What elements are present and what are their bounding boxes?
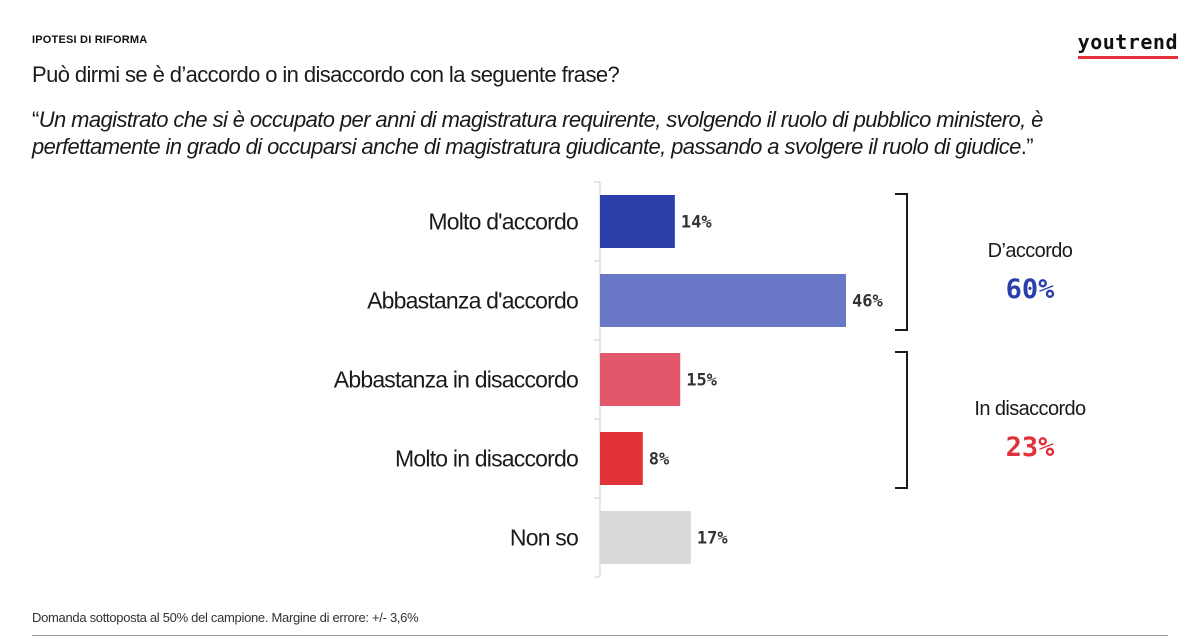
category-label: Abbastanza d'accordo <box>367 288 578 314</box>
group-total: 60% <box>1006 274 1056 305</box>
youtrend-logo: youtrend <box>1077 30 1178 59</box>
quote-close-mark: .” <box>1020 134 1034 159</box>
category-label: Abbastanza in disaccordo <box>334 367 578 393</box>
value-label: 17% <box>697 529 728 549</box>
bar <box>600 195 675 248</box>
section-kicker: IPOTESI DI RIFORMA <box>32 34 148 46</box>
survey-statement: “Un magistrato che si è occupato per ann… <box>32 106 1172 160</box>
group-label: In disaccordo <box>974 398 1086 420</box>
group-bracket <box>895 193 908 331</box>
group-bracket <box>895 351 908 489</box>
bottom-divider <box>32 635 1168 636</box>
footnote: Domanda sottoposta al 50% del campione. … <box>32 610 419 625</box>
quote-text: Un magistrato che si è occupato per anni… <box>32 107 1043 159</box>
value-label: 46% <box>852 292 883 312</box>
survey-question: Può dirmi se è d’accordo o in disaccordo… <box>32 62 620 87</box>
value-label: 15% <box>686 371 717 391</box>
bar <box>600 274 846 327</box>
bar <box>600 432 643 485</box>
bar <box>600 511 691 564</box>
group-label: D’accordo <box>988 240 1073 262</box>
value-label: 14% <box>681 213 712 233</box>
value-label: 8% <box>649 450 670 470</box>
category-label: Molto d'accordo <box>428 209 578 235</box>
category-label: Molto in disaccordo <box>395 446 578 472</box>
quote-open-mark: “ <box>32 107 39 132</box>
group-total: 23% <box>1006 432 1056 463</box>
category-label: Non so <box>510 525 578 551</box>
bar <box>600 353 681 406</box>
